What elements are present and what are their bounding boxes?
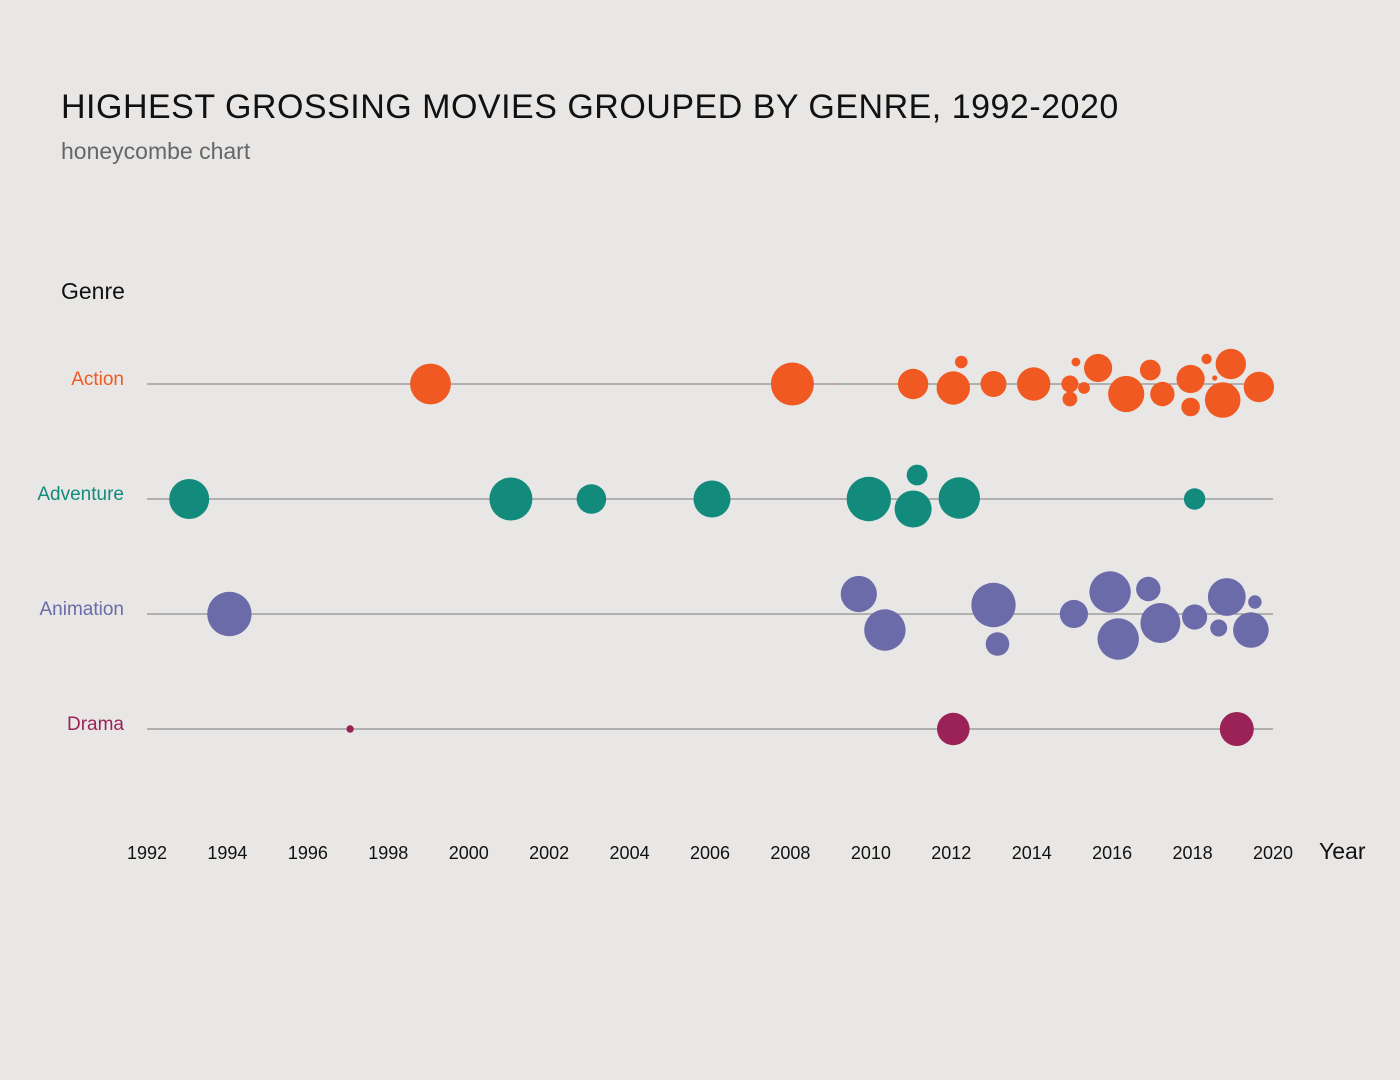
bubble-adventure [906, 464, 928, 486]
x-tick-label-2014: 2014 [1012, 843, 1052, 863]
bubble-action [1108, 375, 1145, 413]
bubble-action [1061, 375, 1079, 393]
x-tick-label-2002: 2002 [529, 843, 569, 863]
bubble-action [1078, 382, 1090, 394]
genre-rows: Action Adventure Animation Drama [37, 369, 1273, 735]
bubble-adventure [938, 477, 980, 519]
bubble-animation [971, 582, 1016, 628]
bubble-animation [1097, 618, 1139, 660]
bubble-drama [1219, 712, 1254, 746]
chart-title: HIGHEST GROSSING MOVIES GROUPED BY GENRE… [61, 88, 1119, 126]
bubble-action [1212, 375, 1218, 381]
bubble-adventure [846, 476, 891, 522]
bubble-action [1139, 359, 1161, 381]
bubble-animation [864, 609, 906, 651]
bubble-adventure [894, 490, 932, 528]
x-tick-label-2010: 2010 [851, 843, 891, 863]
x-tick-label-2018: 2018 [1173, 843, 1213, 863]
bubble-animation [207, 591, 252, 637]
bubble-animation [1210, 619, 1228, 637]
bubble-drama [346, 725, 354, 733]
x-tick-label-2006: 2006 [690, 843, 730, 863]
bubble-action [1150, 381, 1175, 407]
bubble-action [1201, 353, 1212, 365]
chart-subtitle: honeycombe chart [61, 138, 251, 164]
bubble-action [897, 368, 929, 400]
x-tick-label-2008: 2008 [770, 843, 810, 863]
bubble-action [1181, 397, 1200, 417]
bubble-adventure [1183, 488, 1206, 510]
bubble-animation [1233, 612, 1269, 648]
bubble-animation [1089, 571, 1131, 613]
bubble-animation [1182, 604, 1208, 630]
bubble-drama [937, 712, 970, 746]
bubble-animation [985, 632, 1010, 656]
bubble-adventure [169, 479, 210, 519]
bubble-animation [1140, 603, 1181, 643]
bubble-animation [1248, 595, 1262, 609]
x-tick-label-2012: 2012 [931, 843, 971, 863]
bubble-action [936, 371, 970, 405]
x-tick-label-2004: 2004 [610, 843, 650, 863]
bubble-action [832, 383, 834, 385]
bubble-action [1084, 353, 1113, 383]
genre-label-drama: Drama [67, 714, 124, 735]
genre-label-animation: Animation [40, 599, 125, 620]
x-tick-label-2020: 2020 [1253, 843, 1293, 863]
bubble-action [1071, 357, 1081, 367]
bubble-adventure [693, 480, 731, 518]
x-tick-label-2016: 2016 [1092, 843, 1132, 863]
x-tick-label-1996: 1996 [288, 843, 328, 863]
x-tick-label-1994: 1994 [207, 843, 247, 863]
bubble-animation [1207, 578, 1246, 616]
bubble-action [980, 371, 1007, 397]
bubble-animation [1059, 599, 1088, 629]
y-axis-title: Genre [61, 278, 125, 304]
bubble-action [1204, 382, 1241, 418]
bubble-action [1243, 371, 1275, 403]
bubble-adventure [576, 484, 607, 514]
bubble-animation [1136, 576, 1161, 602]
bubble-adventure [489, 477, 533, 521]
genre-label-action: Action [71, 369, 124, 390]
bubble-action [1176, 364, 1205, 394]
x-tick-label-1998: 1998 [368, 843, 408, 863]
bubble-action [770, 362, 814, 406]
x-axis-ticks: 1992 1994 1996 1998 2000 2002 2004 2006 2008 2010… [127, 843, 1293, 863]
bubble-action [955, 355, 968, 369]
bubble-animation [840, 575, 877, 613]
x-tick-label-1992: 1992 [127, 843, 167, 863]
x-tick-label-2000: 2000 [449, 843, 489, 863]
x-axis-title: Year [1319, 838, 1366, 864]
bubble-action [1062, 391, 1078, 407]
bubbles [169, 348, 1275, 746]
genre-label-adventure: Adventure [37, 484, 124, 505]
bubble-action [1215, 348, 1247, 380]
bubble-action [1016, 367, 1051, 401]
bubble-action [410, 363, 451, 405]
